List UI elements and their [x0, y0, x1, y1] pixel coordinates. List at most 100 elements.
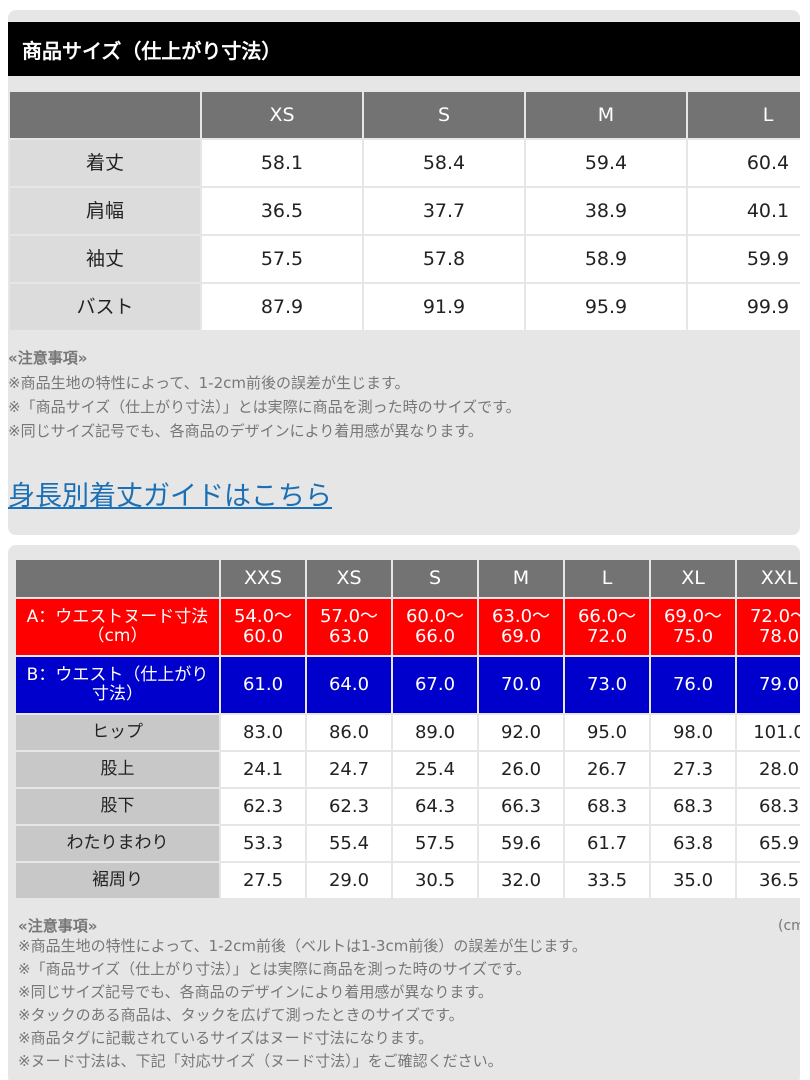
column-header: XXL [737, 560, 800, 597]
table-cell: 87.9 [202, 284, 362, 330]
table-cell: 64.3 [393, 789, 477, 824]
table-cell: 69.0〜 75.0 [651, 599, 735, 655]
notes-heading: «注意事項» [18, 917, 98, 935]
unit-label: (cm) [778, 918, 800, 934]
table-cell: 58.1 [202, 140, 362, 186]
table-cell: 66.0〜 72.0 [565, 599, 649, 655]
table-cell: 72.0〜78.0 [737, 599, 800, 655]
cell-line: 66.0〜 [577, 606, 637, 628]
row-label: ヒップ [16, 715, 219, 750]
note-line: ※商品生地の特性によって、1-2cm前後（ベルトは1-3cm前後）の誤差が生じま… [18, 937, 587, 955]
guide-link[interactable]: 身長別着丈ガイドはこちら [8, 481, 332, 512]
table-cell: 61.7 [565, 826, 649, 861]
table-cell: 63.0〜 69.0 [479, 599, 563, 655]
row-label: 袖丈 [10, 236, 200, 282]
row-label: 肩幅 [10, 188, 200, 234]
table-cell: 65.9 [737, 826, 800, 861]
table-cell: 40.1 [688, 188, 800, 234]
cell-line: 75.0 [672, 626, 714, 647]
row-label: わたりまわり [16, 826, 219, 861]
header-corner [16, 560, 219, 597]
table-cell: 26.0 [479, 752, 563, 787]
table-cell: 62.3 [221, 789, 305, 824]
column-header: L [688, 92, 800, 138]
table-cell: 92.0 [479, 715, 563, 750]
table-cell: 95.0 [565, 715, 649, 750]
table-cell: 59.6 [479, 826, 563, 861]
table-cell: 24.1 [221, 752, 305, 787]
row-label: A：ウエストヌード寸法（cm） [16, 599, 219, 655]
table-cell: 25.4 [393, 752, 477, 787]
cell-line: 66.0 [414, 626, 456, 647]
table-cell: 32.0 [479, 863, 563, 898]
table-cell: 30.5 [393, 863, 477, 898]
table-cell: 60.4 [688, 140, 800, 186]
header-corner [10, 92, 200, 138]
table-cell: 91.9 [364, 284, 524, 330]
cell-line: 69.0〜 [663, 606, 723, 628]
table-cell: 57.8 [364, 236, 524, 282]
column-header: L [565, 560, 649, 597]
table-cell: 58.9 [526, 236, 686, 282]
table-cell: 98.0 [651, 715, 735, 750]
table-cell: 67.0 [393, 657, 477, 713]
note-line: ※「商品サイズ（仕上がり寸法）」とは実際に商品を測った時のサイズです。 [18, 960, 531, 978]
note-line: ※タックのある商品は、タックを広げて測ったときのサイズです。 [18, 1006, 464, 1024]
table-cell: 53.3 [221, 826, 305, 861]
column-header: XS [202, 92, 362, 138]
cell-line: 69.0 [500, 626, 542, 647]
table-cell: 101.0 [737, 715, 800, 750]
table-cell: 28.0 [737, 752, 800, 787]
table-cell: 33.5 [565, 863, 649, 898]
table-cell: 86.0 [307, 715, 391, 750]
table-cell: 73.0 [565, 657, 649, 713]
column-header: XXS [221, 560, 305, 597]
table-cell: 95.9 [526, 284, 686, 330]
table-cell: 55.4 [307, 826, 391, 861]
table-cell: 54.0〜 60.0 [221, 599, 305, 655]
row-label: 股上 [16, 752, 219, 787]
column-header: M [479, 560, 563, 597]
table-cell: 68.3 [651, 789, 735, 824]
table-cell: 64.0 [307, 657, 391, 713]
note-line: ※同じサイズ記号でも、各商品のデザインにより着用感が異なります。 [8, 422, 483, 440]
table-cell: 37.7 [364, 188, 524, 234]
row-label: 着丈 [10, 140, 200, 186]
table-cell: 68.3 [737, 789, 800, 824]
cell-line: 54.0〜 [233, 606, 293, 628]
cell-line: 60.0〜 [405, 606, 465, 628]
table-cell: 27.3 [651, 752, 735, 787]
column-header: M [526, 92, 686, 138]
cell-line: 63.0 [328, 626, 370, 647]
table-cell: 63.8 [651, 826, 735, 861]
table-cell: 35.0 [651, 863, 735, 898]
table-cell: 38.9 [526, 188, 686, 234]
cell-line: 72.0 [586, 626, 628, 647]
notes-heading: «注意事項» [8, 349, 88, 367]
table-cell: 68.3 [565, 789, 649, 824]
note-line: ※商品タグに記載されているサイズはヌード寸法になります。 [18, 1029, 434, 1047]
table-cell: 59.9 [688, 236, 800, 282]
table-cell: 60.0〜 66.0 [393, 599, 477, 655]
column-header: XL [651, 560, 735, 597]
table-cell: 36.5 [202, 188, 362, 234]
table-cell: 57.5 [202, 236, 362, 282]
row-label: B：ウエスト（仕上がり寸法） [16, 657, 219, 713]
row-label: バスト [10, 284, 200, 330]
table-cell: 89.0 [393, 715, 477, 750]
table-cell: 29.0 [307, 863, 391, 898]
section-title: 商品サイズ（仕上がり寸法） [8, 22, 800, 76]
table-cell: 61.0 [221, 657, 305, 713]
column-header: S [393, 560, 477, 597]
note-line: ※商品生地の特性によって、1-2cm前後の誤差が生じます。 [8, 374, 410, 392]
row-label: 裾周り [16, 863, 219, 898]
table-cell: 59.4 [526, 140, 686, 186]
cell-line: 57.0〜 [319, 606, 379, 628]
column-header: XS [307, 560, 391, 597]
table-cell: 66.3 [479, 789, 563, 824]
table-cell: 36.5 [737, 863, 800, 898]
note-line: ※ヌード寸法は、下記「対応サイズ（ヌード寸法）」をご確認ください。 [18, 1052, 503, 1070]
table-cell: 83.0 [221, 715, 305, 750]
table-cell: 76.0 [651, 657, 735, 713]
